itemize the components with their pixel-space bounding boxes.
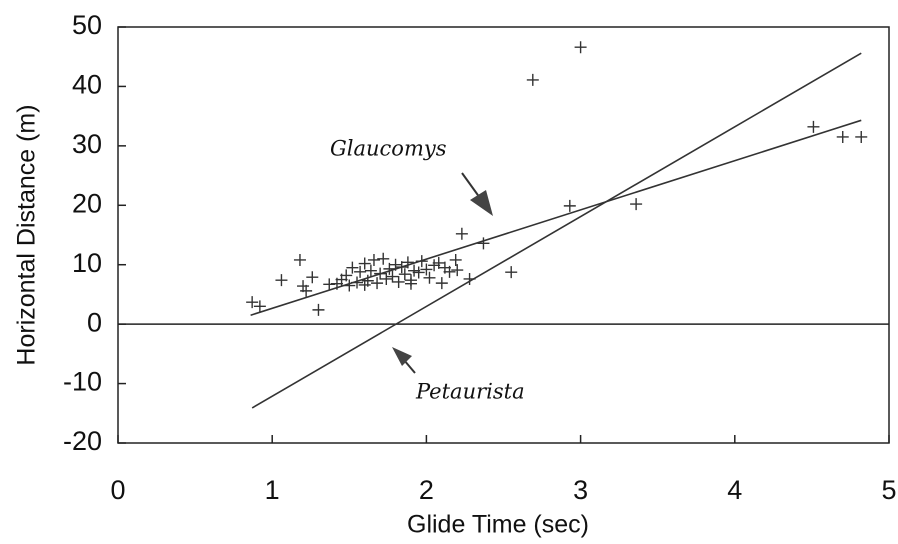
data-point (389, 258, 402, 271)
data-point (306, 271, 319, 284)
data-point (364, 264, 377, 277)
data-point (505, 266, 518, 279)
data-point (443, 265, 456, 278)
data-point (563, 199, 576, 212)
data-point (383, 262, 396, 275)
x-tick-label: 3 (573, 475, 588, 505)
data-point (435, 277, 448, 290)
y-tick-label: -20 (63, 426, 102, 456)
data-point (371, 277, 384, 290)
annotation-arrowhead (470, 190, 493, 216)
data-point (354, 265, 367, 278)
annotation-arrowhead (392, 347, 412, 366)
data-point (351, 276, 364, 289)
data-point (477, 237, 490, 250)
x-tick-label: 1 (265, 475, 280, 505)
data-point (343, 279, 356, 292)
data-point (807, 120, 820, 133)
y-tick-label: 50 (72, 10, 102, 40)
data-point (855, 130, 868, 143)
data-point (358, 257, 371, 270)
data-point (361, 274, 374, 287)
plot-frame (117, 26, 890, 444)
data-point (374, 267, 387, 280)
data-point (449, 253, 462, 266)
annotation: Glaucomys (330, 137, 447, 161)
x-tick-label: 0 (110, 475, 125, 505)
x-tick-label: 2 (419, 475, 434, 505)
data-point (293, 253, 306, 266)
x-axis-title: Glide Time (sec) (407, 511, 589, 539)
annotation: Petaurista (415, 380, 525, 404)
x-tick-label: 4 (727, 475, 742, 505)
annotation-arrow (461, 172, 481, 199)
data-point (386, 270, 399, 283)
x-tick-label: 5 (881, 475, 896, 505)
data-point (395, 261, 408, 274)
y-tick-label: 40 (72, 70, 102, 100)
data-point (346, 261, 359, 274)
y-tick-label: 10 (72, 248, 102, 278)
data-point (275, 274, 288, 287)
data-point (455, 227, 468, 240)
data-point (630, 198, 643, 211)
data-point (420, 263, 433, 276)
data-point (423, 271, 436, 284)
data-point (451, 264, 464, 277)
y-tick-label: -10 (63, 367, 102, 397)
y-tick-label: 0 (87, 307, 102, 337)
regression-line (251, 52, 862, 409)
data-point (253, 300, 266, 313)
data-point (526, 73, 539, 86)
data-point (377, 252, 390, 265)
data-point (412, 266, 425, 279)
data-point (836, 130, 849, 143)
y-tick-label: 20 (72, 188, 102, 218)
data-point (574, 41, 587, 54)
y-tick-label: 30 (72, 129, 102, 159)
data-point (392, 275, 405, 288)
data-point (297, 280, 310, 293)
data-point (432, 256, 445, 269)
data-point (246, 296, 259, 309)
data-point (401, 256, 414, 269)
data-point (380, 272, 393, 285)
data-point (300, 284, 313, 297)
data-point (340, 269, 353, 282)
data-point (312, 303, 325, 316)
data-point (463, 272, 476, 285)
y-axis-title: Horizontal Distance (m) (13, 104, 41, 365)
data-point (367, 253, 380, 266)
data-point (398, 268, 411, 281)
data-point (415, 255, 428, 268)
data-point (404, 277, 417, 290)
